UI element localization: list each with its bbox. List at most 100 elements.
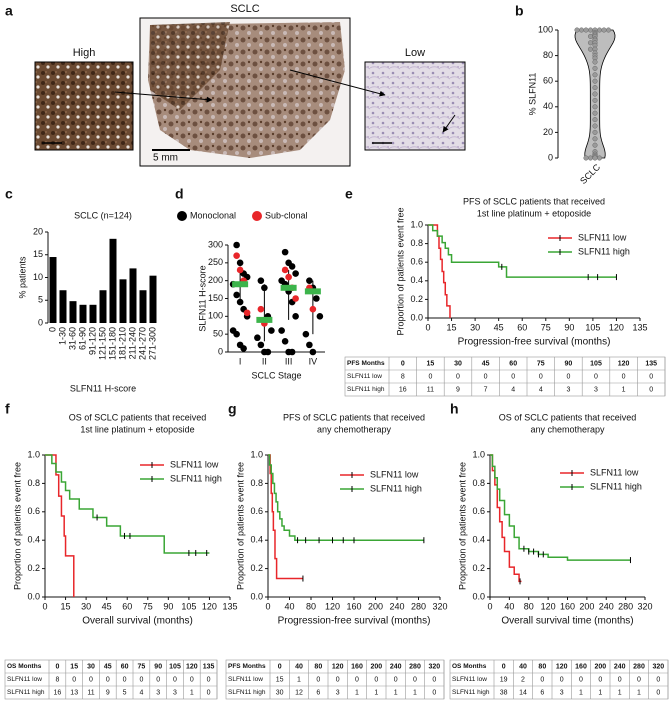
table-cell: 0 [649,373,653,380]
point [592,91,598,97]
x-tick-label: 120 [609,322,624,332]
table-cell: 3 [566,386,570,393]
table-cell: 0 [618,676,622,683]
table-cell: 1 [579,689,583,696]
table-row-label: SLFN11 high [228,689,266,696]
table-cell: 0 [106,676,110,683]
bar [139,290,147,323]
legend-label: SLFN11 low [578,232,627,242]
y-tick-label: 0.0 [472,591,485,601]
y-tick-label: 40 [543,101,553,111]
point [306,277,313,284]
point [592,110,598,116]
table-header: 160 [351,663,363,670]
point [233,252,240,259]
x-tick-label: 120 [541,601,556,611]
x-tick-label: 75 [143,601,153,611]
point [588,40,594,46]
table-header: 120 [186,663,198,670]
table-header: 15 [70,663,78,670]
x-tick-label: 61-90 [77,327,87,350]
point [592,129,598,135]
x-tick-label: 120 [202,601,217,611]
x-tick-label: 200 [368,601,383,611]
point [233,291,240,299]
table-cell: 0 [511,373,515,380]
table-cell: 1 [190,689,194,696]
table-header: 0 [401,360,405,367]
x-tick-label: 91-120 [87,327,97,355]
table-cell: 19 [500,676,508,683]
x-tick-label: 120 [325,601,340,611]
y-tick-label: 250 [208,257,223,267]
table-header: 200 [594,663,606,670]
x-tick-label: I [239,356,242,366]
x-tick-label: 80 [306,601,316,611]
panel-label: a [5,3,13,19]
table-cell: 11 [427,386,434,393]
y-axis-label: Proportion of patients event free [457,462,467,590]
table-cell: 1 [637,689,641,696]
x-tick-label: 75 [541,322,551,332]
y-tick-label: 0.2 [410,294,423,304]
x-tick-label: 31-60 [67,327,77,350]
table-header: 60 [121,663,129,670]
table-row-label: SLFN11 high [347,386,385,393]
x-tick-label: SCLC [578,162,602,186]
table-cell: 3 [173,689,177,696]
table-cell: 0 [637,676,641,683]
table-header: 0 [278,663,282,670]
bar [69,301,77,323]
panel-label: b [515,3,524,19]
y-tick-label: 0.6 [410,257,423,267]
y-tick-label: 0 [218,346,223,356]
table-cell: 0 [156,676,160,683]
y-tick-label: 0.4 [27,535,40,545]
x-tick-label: 151-180 [107,327,117,360]
table-cell: 2 [521,676,525,683]
table-cell: 0 [428,373,432,380]
table-cell: 0 [355,676,359,683]
table-header: 90 [565,360,573,367]
y-tick-label: 0.6 [250,506,263,516]
legend-label: SLFN11 high [370,483,422,493]
point [592,104,598,110]
x-tick-label: 121-150 [97,327,107,360]
y-tick-label: 0.8 [410,238,423,248]
table-cell: 0 [316,676,320,683]
y-axis-label: Proportion of patients event free [12,462,22,590]
table-header: 60 [509,360,517,367]
survival-curve [268,454,303,580]
table-row-label: SLFN11 low [228,676,263,683]
chart-title: SCLC (n=124) [74,210,132,220]
x-tick-label: 135 [632,322,647,332]
point [588,27,594,33]
point [254,334,261,342]
y-tick-label: 100 [208,311,223,321]
point [592,59,598,65]
point [243,309,251,317]
x-axis-label: Progression-free survival (months) [458,337,611,348]
x-tick-label: 160 [346,601,361,611]
point [588,155,594,161]
table-cell: 0 [579,676,583,683]
point [592,85,598,91]
point [592,123,598,129]
table-cell: 8 [55,676,59,683]
point [583,155,589,161]
point [592,142,598,148]
table-cell: 1 [622,386,626,393]
panel-labels: a b c d e f g h [5,3,524,417]
point [592,65,598,71]
table-cell: 3 [560,689,564,696]
table-cell: 12 [295,689,303,696]
y-tick-label: 0.0 [410,312,423,322]
x-tick-label: 241-270 [137,327,147,360]
table-header: 120 [556,663,568,670]
survival-curve [428,224,451,318]
panel-a: SCLC High Low 5 mm [34,3,466,167]
table-header: 240 [614,663,626,670]
table-cell: 1 [297,676,301,683]
table-cell: 1 [394,689,398,696]
